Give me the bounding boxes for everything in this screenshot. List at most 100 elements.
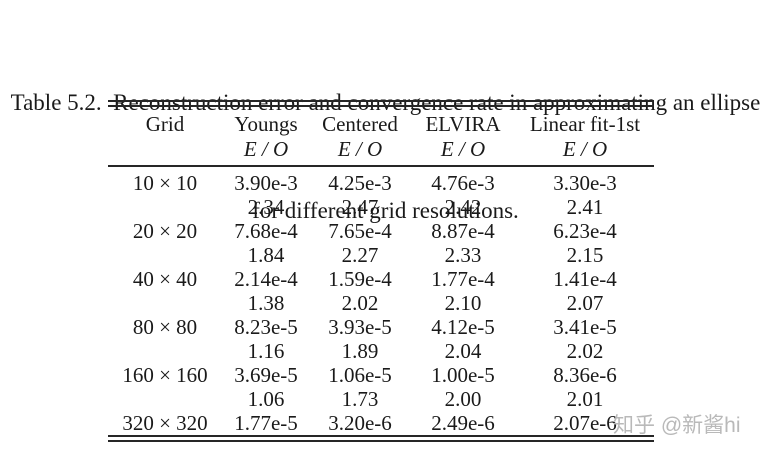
column-header-label: Youngs	[234, 112, 298, 136]
header-rule	[108, 165, 654, 167]
linear-fit-cell: 6.23e-4 2.15	[516, 219, 654, 267]
linear-fit-cell: 1.41e-4 2.07	[516, 267, 654, 315]
table-row-320x320: 320 × 320 1.77e-5 3.20e-6 2.49e-6 2.07e-…	[108, 411, 654, 435]
table-row-40x40: 40 × 40 2.14e-4 1.38 1.59e-4 2.02 1.77e-…	[108, 267, 654, 315]
youngs-cell: 3.90e-3 2.34	[222, 171, 310, 219]
table-row-20x20: 20 × 20 7.68e-4 1.84 7.65e-4 2.27 8.87e-…	[108, 219, 654, 267]
error-value: 3.90e-3	[234, 171, 298, 195]
order-value: 2.02	[566, 339, 604, 363]
order-value: 1.06	[247, 387, 285, 411]
error-value: 8.36e-6	[553, 363, 617, 387]
caption-line-1: Table 5.2. Reconstruction error and conv…	[10, 90, 761, 115]
error-value: 1.77e-4	[431, 267, 495, 291]
error-value: 1.41e-4	[553, 267, 617, 291]
centered-cell: 4.25e-3 2.47	[310, 171, 410, 219]
error-value: 1.77e-5	[234, 411, 298, 435]
elvira-cell: 1.00e-5 2.00	[410, 363, 516, 411]
error-value: 8.87e-4	[431, 219, 495, 243]
linear-fit-cell: 2.07e-6	[516, 411, 654, 435]
order-value: 1.89	[341, 339, 379, 363]
error-value: 3.93e-5	[328, 315, 392, 339]
order-value: 1.16	[247, 339, 285, 363]
watermark-text: 知乎 @新酱hi	[613, 414, 741, 437]
grid-size-cell: 20 × 20	[132, 219, 198, 243]
column-header-label: Centered	[322, 112, 398, 136]
youngs-cell: 2.14e-4 1.38	[222, 267, 310, 315]
centered-cell: 3.20e-6	[310, 411, 410, 435]
grid-size-cell: 160 × 160	[122, 363, 208, 387]
grid-size-cell: 80 × 80	[132, 315, 198, 339]
elvira-cell: 2.49e-6	[410, 411, 516, 435]
error-value: 7.68e-4	[234, 219, 298, 243]
grid-size-cell: 320 × 320	[122, 411, 208, 435]
centered-cell: 7.65e-4 2.27	[310, 219, 410, 267]
top-rule	[108, 100, 654, 107]
order-value: 2.47	[341, 195, 379, 219]
centered-cell: 1.06e-5 1.73	[310, 363, 410, 411]
error-value: 2.07e-6	[553, 411, 617, 435]
centered-cell: 1.59e-4 2.02	[310, 267, 410, 315]
grid-size-cell: 10 × 10	[132, 171, 198, 195]
error-order-symbol: E / O	[337, 137, 383, 161]
order-value: 2.01	[566, 387, 604, 411]
elvira-cell: 8.87e-4 2.33	[410, 219, 516, 267]
error-value: 1.00e-5	[431, 363, 495, 387]
column-header-label: Grid	[145, 112, 185, 136]
error-value: 7.65e-4	[328, 219, 392, 243]
column-header-label: ELVIRA	[425, 112, 501, 136]
elvira-cell: 4.12e-5 2.04	[410, 315, 516, 363]
error-value: 3.69e-5	[234, 363, 298, 387]
error-value: 4.25e-3	[328, 171, 392, 195]
error-value: 2.49e-6	[431, 411, 495, 435]
order-value: 2.41	[566, 195, 604, 219]
table-row-160x160: 160 × 160 3.69e-5 1.06 1.06e-5 1.73 1.00…	[108, 363, 654, 411]
bottom-rule	[108, 435, 654, 442]
error-value: 4.76e-3	[431, 171, 495, 195]
elvira-cell: 4.76e-3 2.42	[410, 171, 516, 219]
column-header-youngs: Youngs E / O	[222, 112, 310, 162]
error-value: 6.23e-4	[553, 219, 617, 243]
youngs-cell: 8.23e-5 1.16	[222, 315, 310, 363]
order-value: 2.34	[247, 195, 285, 219]
error-value: 3.41e-5	[553, 315, 617, 339]
error-value: 1.06e-5	[328, 363, 392, 387]
linear-fit-cell: 3.41e-5 2.02	[516, 315, 654, 363]
error-value: 2.14e-4	[234, 267, 298, 291]
zhihu-watermark: 知乎 @新酱hi	[613, 412, 741, 440]
order-value: 2.42	[444, 195, 482, 219]
error-order-symbol: E / O	[440, 137, 486, 161]
order-value: 2.10	[444, 291, 482, 315]
table-row-80x80: 80 × 80 8.23e-5 1.16 3.93e-5 1.89 4.12e-…	[108, 315, 654, 363]
centered-cell: 3.93e-5 1.89	[310, 315, 410, 363]
table-caption: Table 5.2. Reconstruction error and conv…	[0, 13, 771, 265]
order-value: 1.73	[341, 387, 379, 411]
results-table: Grid Youngs E / O Centered E / O ELVIRA …	[108, 100, 654, 442]
youngs-cell: 1.77e-5	[222, 411, 310, 435]
linear-fit-cell: 3.30e-3 2.41	[516, 171, 654, 219]
youngs-cell: 7.68e-4 1.84	[222, 219, 310, 267]
table-body: 10 × 10 3.90e-3 2.34 4.25e-3 2.47 4.76e-…	[108, 167, 654, 435]
column-header-grid: Grid	[108, 112, 222, 162]
column-header-elvira: ELVIRA E / O	[410, 112, 516, 162]
youngs-cell: 3.69e-5 1.06	[222, 363, 310, 411]
column-header-centered: Centered E / O	[310, 112, 410, 162]
linear-fit-cell: 8.36e-6 2.01	[516, 363, 654, 411]
order-value: 2.04	[444, 339, 482, 363]
order-value: 1.38	[247, 291, 285, 315]
error-value: 3.20e-6	[328, 411, 392, 435]
order-value: 1.84	[247, 243, 285, 267]
order-value: 2.33	[444, 243, 482, 267]
elvira-cell: 1.77e-4 2.10	[410, 267, 516, 315]
error-value: 1.59e-4	[328, 267, 392, 291]
table-row-10x10: 10 × 10 3.90e-3 2.34 4.25e-3 2.47 4.76e-…	[108, 171, 654, 219]
error-order-symbol: E / O	[243, 137, 289, 161]
order-value: 2.15	[566, 243, 604, 267]
error-value: 4.12e-5	[431, 315, 495, 339]
caption-line-2: for different grid resolutions.	[252, 198, 519, 223]
column-header-label: Linear fit-1st	[529, 112, 641, 136]
error-value: 8.23e-5	[234, 315, 298, 339]
column-header-linear-fit: Linear fit-1st E / O	[516, 112, 654, 162]
order-value: 2.00	[444, 387, 482, 411]
order-value: 2.07	[566, 291, 604, 315]
order-value: 2.27	[341, 243, 379, 267]
